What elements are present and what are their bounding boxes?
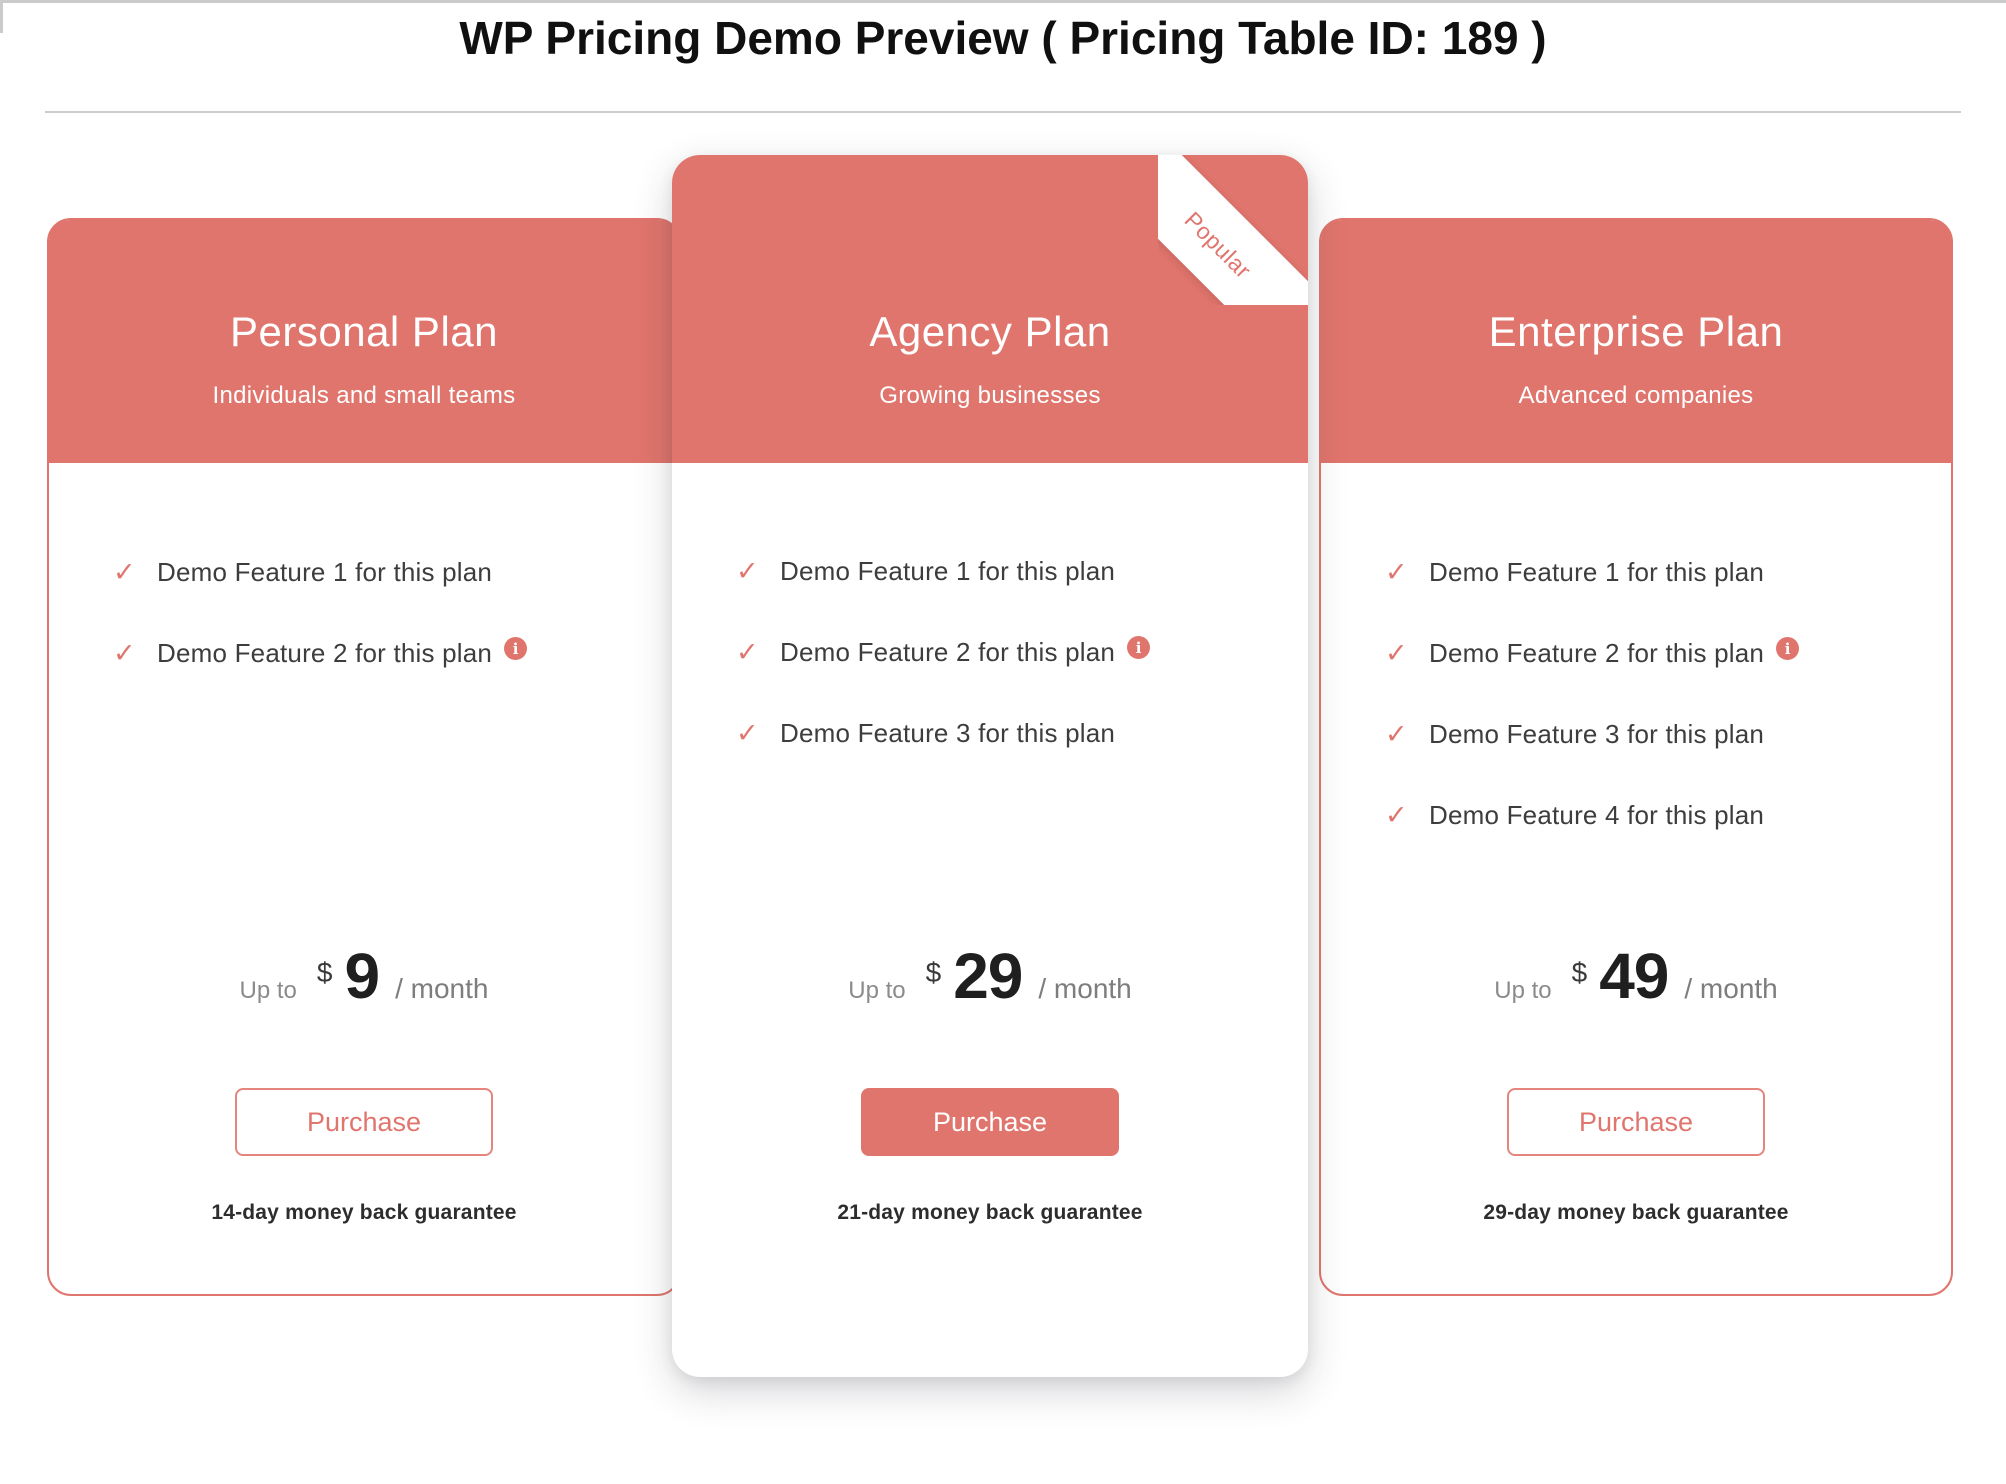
popular-ribbon-band: Popular: [1158, 155, 1308, 305]
check-icon: ✓: [113, 557, 136, 587]
popular-ribbon-label: Popular: [1179, 206, 1257, 284]
feature-text: Demo Feature 1 for this plan: [157, 557, 493, 587]
plan-header: Personal Plan Individuals and small team…: [49, 220, 679, 463]
price-period: / month: [1684, 973, 1778, 1004]
plan-tagline: Growing businesses: [879, 382, 1101, 409]
feature-item: ✓ Demo Feature 2 for this plan i: [1385, 613, 1931, 694]
feature-list: ✓ Demo Feature 1 for this plan ✓ Demo Featu…: [672, 531, 1308, 774]
purchase-button[interactable]: Purchase: [861, 1088, 1119, 1156]
check-icon: ✓: [1385, 638, 1408, 668]
check-icon: ✓: [1385, 557, 1408, 587]
price-amount: 29: [953, 940, 1023, 1012]
feature-text: Demo Feature 1 for this plan: [1429, 557, 1765, 587]
plan-header: Enterprise Plan Advanced companies: [1321, 220, 1951, 463]
plan-name: Enterprise Plan: [1488, 308, 1784, 355]
guarantee-text: 14-day money back guarantee: [211, 1201, 517, 1224]
check-icon: ✓: [736, 718, 759, 748]
feature-item: ✓ Demo Feature 1 for this plan: [113, 532, 659, 613]
check-icon: ✓: [1385, 719, 1408, 749]
plan-tagline: Individuals and small teams: [212, 382, 516, 409]
feature-item: ✓ Demo Feature 1 for this plan: [736, 531, 1288, 612]
price-row: Up to $ 29 / month: [672, 944, 1308, 1008]
feature-item: ✓ Demo Feature 1 for this plan: [1385, 532, 1931, 613]
plan-tagline: Advanced companies: [1518, 382, 1754, 409]
price-row: Up to $ 9 / month: [49, 944, 679, 1008]
window-left-edge: [0, 3, 3, 33]
feature-item: ✓ Demo Feature 3 for this plan: [1385, 694, 1931, 775]
title-divider: [45, 111, 1961, 113]
currency-symbol: $: [1571, 957, 1588, 988]
page-title: WP Pricing Demo Preview ( Pricing Table …: [459, 12, 1547, 64]
purchase-button[interactable]: Purchase: [1507, 1088, 1765, 1156]
feature-text: Demo Feature 2 for this plan: [1429, 638, 1765, 668]
price-prefix: Up to: [848, 977, 906, 1004]
feature-item: ✓ Demo Feature 3 for this plan: [736, 693, 1288, 774]
feature-text: Demo Feature 4 for this plan: [1429, 800, 1765, 830]
feature-list: ✓ Demo Feature 1 for this plan ✓ Demo Featu…: [49, 532, 679, 694]
info-icon[interactable]: i: [1127, 636, 1151, 659]
purchase-button[interactable]: Purchase: [235, 1088, 493, 1156]
feature-text: Demo Feature 2 for this plan: [157, 638, 493, 668]
feature-item: ✓ Demo Feature 4 for this plan: [1385, 775, 1931, 856]
price-prefix: Up to: [1494, 977, 1552, 1004]
plan-name: Personal Plan: [230, 308, 498, 355]
guarantee-text: 21-day money back guarantee: [837, 1201, 1143, 1224]
guarantee-text: 29-day money back guarantee: [1483, 1201, 1789, 1224]
price-prefix: Up to: [239, 977, 297, 1004]
price-row: Up to $ 49 / month: [1321, 944, 1951, 1008]
info-icon[interactable]: i: [1776, 637, 1800, 660]
pricing-card: Popular Agency Plan Growing businesses ✓…: [672, 155, 1308, 1377]
price-period: / month: [395, 973, 489, 1004]
info-icon[interactable]: i: [504, 637, 528, 660]
plan-name: Agency Plan: [869, 308, 1111, 355]
feature-text: Demo Feature 1 for this plan: [780, 556, 1116, 586]
feature-text: Demo Feature 3 for this plan: [1429, 719, 1765, 749]
feature-text: Demo Feature 2 for this plan: [780, 637, 1116, 667]
popular-ribbon: Popular: [1158, 155, 1308, 305]
check-icon: ✓: [113, 638, 136, 668]
price-period: / month: [1038, 973, 1132, 1004]
check-icon: ✓: [736, 556, 759, 586]
pricing-card: Personal Plan Individuals and small team…: [47, 218, 681, 1296]
feature-text: Demo Feature 3 for this plan: [780, 718, 1116, 748]
price-amount: 9: [344, 940, 380, 1012]
window-top-edge: [0, 0, 2006, 3]
feature-list: ✓ Demo Feature 1 for this plan ✓ Demo Featu…: [1321, 532, 1951, 856]
currency-symbol: $: [925, 957, 942, 988]
feature-item: ✓ Demo Feature 2 for this plan i: [113, 613, 659, 694]
check-icon: ✓: [1385, 800, 1408, 830]
price-amount: 49: [1599, 940, 1669, 1012]
currency-symbol: $: [316, 957, 333, 988]
pricing-card: Enterprise Plan Advanced companies ✓ Demo…: [1319, 218, 1953, 1296]
check-icon: ✓: [736, 637, 759, 667]
feature-item: ✓ Demo Feature 2 for this plan i: [736, 612, 1288, 693]
